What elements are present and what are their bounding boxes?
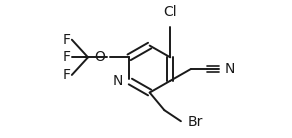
- Text: F: F: [62, 68, 70, 82]
- Text: F: F: [62, 33, 70, 47]
- Text: Br: Br: [188, 115, 203, 129]
- Text: O: O: [95, 50, 106, 64]
- Text: F: F: [62, 50, 70, 64]
- Text: N: N: [225, 62, 235, 76]
- Text: N: N: [113, 74, 123, 88]
- Text: Cl: Cl: [164, 5, 177, 19]
